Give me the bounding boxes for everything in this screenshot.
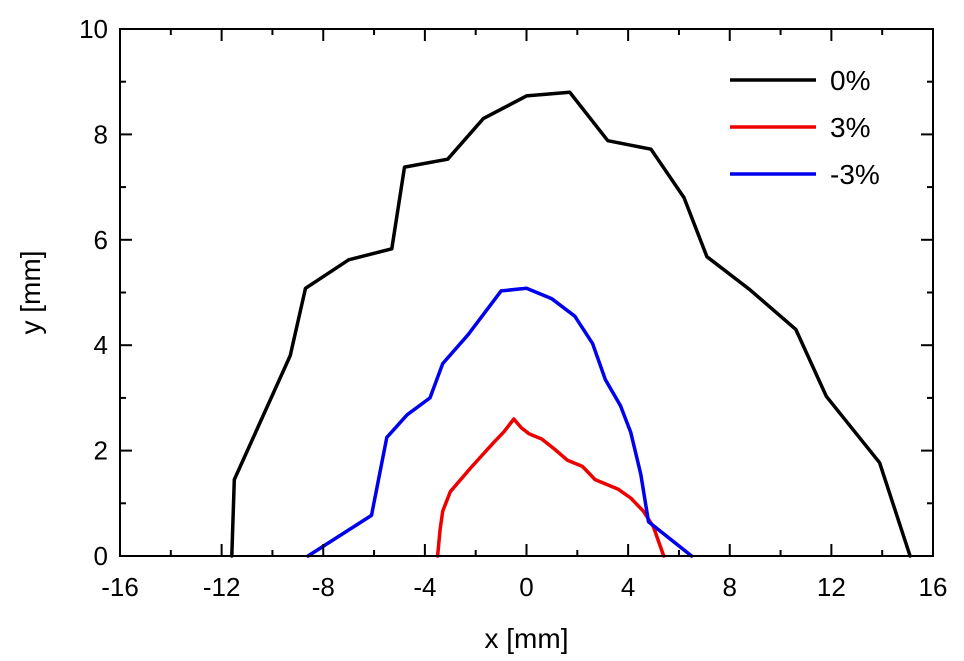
y-tick-label: 6 <box>94 225 108 255</box>
series-line-2 <box>306 286 694 558</box>
legend: 0% 3% -3% <box>730 65 880 190</box>
series-line-0 <box>230 90 912 558</box>
y-tick-label: 0 <box>94 541 108 571</box>
series-layer <box>230 90 912 558</box>
x-tick-label: -8 <box>312 572 335 602</box>
legend-label-0: 0% <box>830 65 870 96</box>
y-tick-label: 4 <box>94 330 108 360</box>
legend-label-1: 3% <box>830 112 870 143</box>
tick-layer: -16 -12 -8 -4 0 4 8 12 16 0 2 4 6 8 10 <box>79 14 947 602</box>
legend-label-2: -3% <box>830 159 880 190</box>
x-tick-label: 4 <box>621 572 635 602</box>
y-tick-label: 10 <box>79 14 108 44</box>
x-tick-label: -4 <box>413 572 436 602</box>
x-tick-label: 0 <box>519 572 533 602</box>
x-tick-label: -16 <box>101 572 139 602</box>
y-axis-label: y [mm] <box>15 251 46 335</box>
x-tick-label: 8 <box>723 572 737 602</box>
y-tick-label: 2 <box>94 436 108 466</box>
y-tick-label: 8 <box>94 119 108 149</box>
x-tick-label: 12 <box>817 572 846 602</box>
series-line-1 <box>435 417 666 558</box>
x-tick-label: 16 <box>919 572 948 602</box>
x-axis-label: x [mm] <box>485 623 569 654</box>
x-tick-label: -12 <box>203 572 241 602</box>
